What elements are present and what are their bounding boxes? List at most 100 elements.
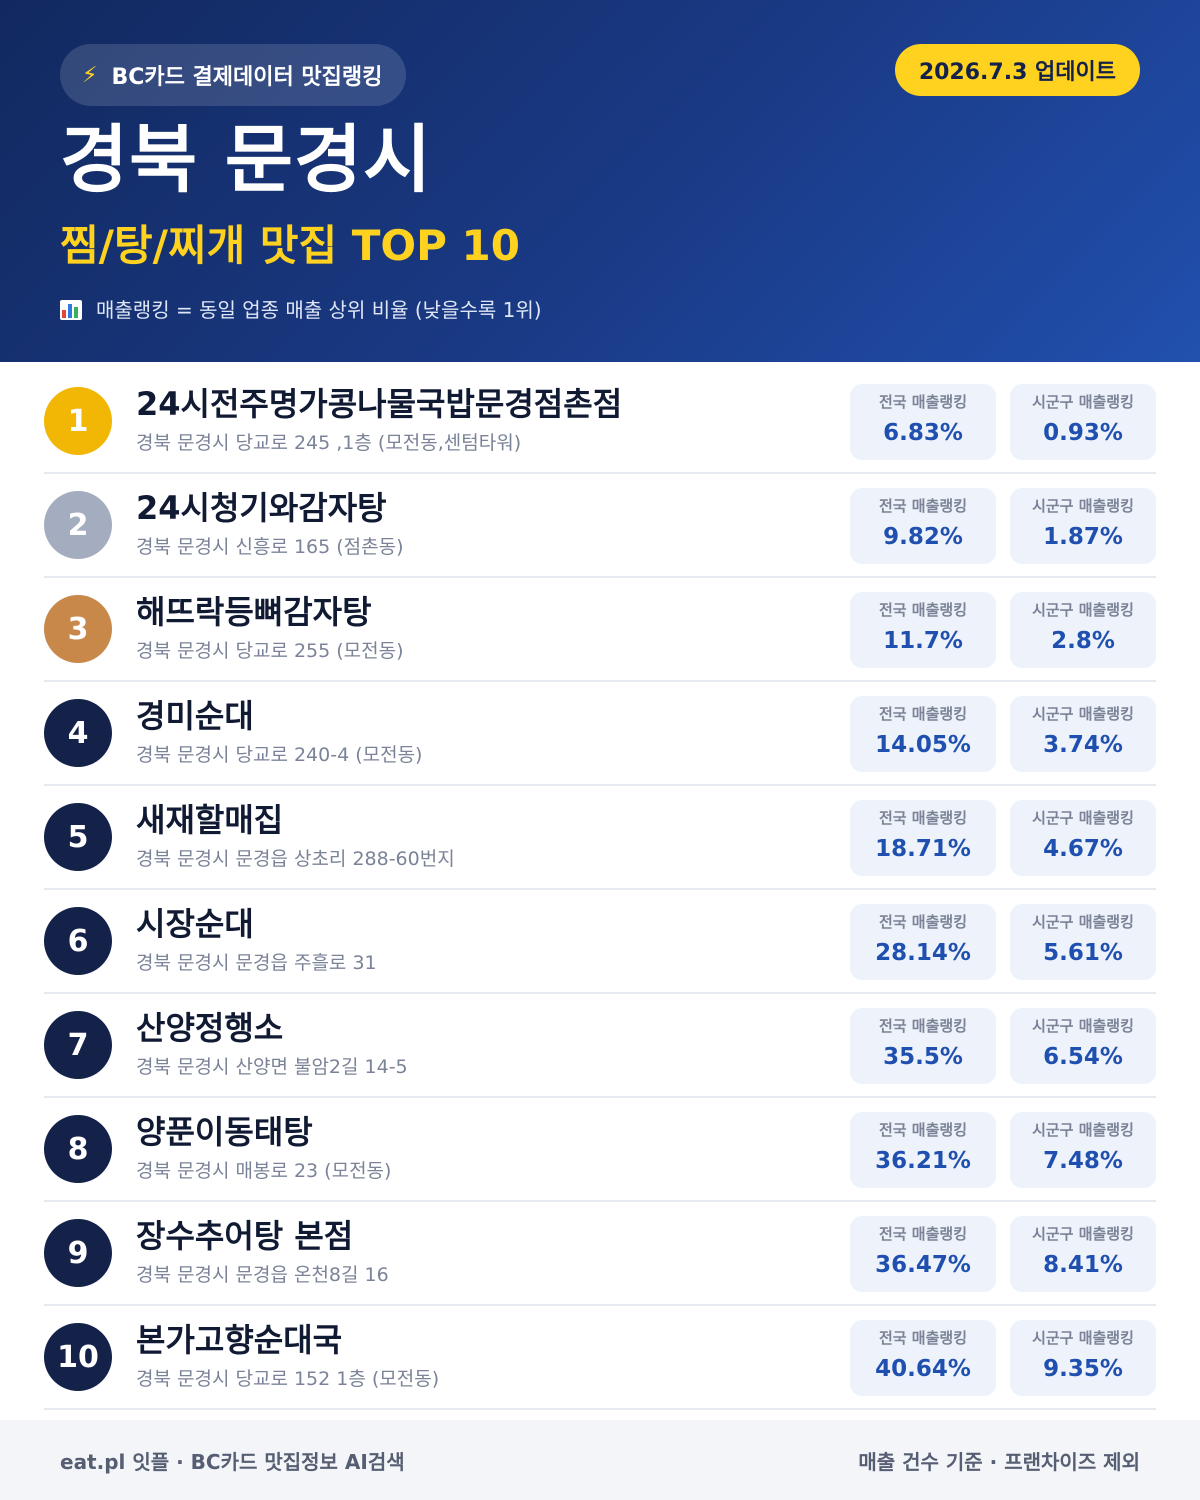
restaurant-name: 시장순대 xyxy=(136,905,254,943)
national-ranking-label: 전국 매출랭킹 xyxy=(878,1329,968,1347)
category-title: 찜/탕/찌개 맛집 TOP 10 xyxy=(60,221,520,270)
national-ranking-value: 14.05% xyxy=(875,732,971,758)
restaurant-address: 경북 문경시 문경읍 온천8길 16 xyxy=(136,1264,389,1286)
restaurant-name: 본가고향순대국 xyxy=(136,1321,343,1359)
district-ranking-box: 시군구 매출랭킹 2.8% xyxy=(1010,592,1156,668)
list-item[interactable]: 10 본가고향순대국 경북 문경시 당교로 152 1층 (모전동) 전국 매출… xyxy=(44,1306,1156,1410)
list-item[interactable]: 5 새재할매집 경북 문경시 문경읍 상초리 288-60번지 전국 매출랭킹 … xyxy=(44,786,1156,890)
list-item[interactable]: 3 해뜨락등뼈감자탕 경북 문경시 당교로 255 (모전동) 전국 매출랭킹 … xyxy=(44,578,1156,682)
restaurant-address: 경북 문경시 산양면 불암2길 14-5 xyxy=(136,1056,408,1078)
restaurant-address: 경북 문경시 문경읍 상초리 288-60번지 xyxy=(136,848,455,870)
national-ranking-box: 전국 매출랭킹 6.83% xyxy=(850,384,996,460)
rank-badge: 9 xyxy=(44,1219,112,1287)
list-item[interactable]: 1 24시전주명가콩나물국밥문경점촌점 경북 문경시 당교로 245 ,1층 (… xyxy=(44,370,1156,474)
restaurant-name: 양푼이동태탕 xyxy=(136,1113,313,1151)
update-badge: 2026.7.3 업데이트 xyxy=(894,44,1140,96)
national-ranking-box: 전국 매출랭킹 14.05% xyxy=(850,696,996,772)
national-ranking-box: 전국 매출랭킹 40.64% xyxy=(850,1320,996,1396)
district-ranking-value: 3.74% xyxy=(1043,732,1123,758)
national-ranking-label: 전국 매출랭킹 xyxy=(878,705,968,723)
list-item[interactable]: 8 양푼이동태탕 경북 문경시 매봉로 23 (모전동) 전국 매출랭킹 36.… xyxy=(44,1098,1156,1202)
national-ranking-box: 전국 매출랭킹 36.21% xyxy=(850,1112,996,1188)
district-ranking-box: 시군구 매출랭킹 3.74% xyxy=(1010,696,1156,772)
district-ranking-value: 7.48% xyxy=(1043,1148,1123,1174)
district-ranking-box: 시군구 매출랭킹 4.67% xyxy=(1010,800,1156,876)
restaurant-address: 경북 문경시 신흥로 165 (점촌동) xyxy=(136,536,404,558)
rank-badge: 8 xyxy=(44,1115,112,1183)
district-ranking-label: 시군구 매출랭킹 xyxy=(1032,913,1134,931)
district-ranking-value: 8.41% xyxy=(1043,1252,1123,1278)
district-ranking-label: 시군구 매출랭킹 xyxy=(1032,705,1134,723)
ranking-note-text: 매출랭킹 = 동일 업종 매출 상위 비율 (낮을수록 1위) xyxy=(96,298,542,322)
district-ranking-label: 시군구 매출랭킹 xyxy=(1032,601,1134,619)
district-ranking-box: 시군구 매출랭킹 7.48% xyxy=(1010,1112,1156,1188)
source-pill: ⚡ BC카드 결제데이터 맛집랭킹 xyxy=(60,44,407,106)
national-ranking-box: 전국 매출랭킹 11.7% xyxy=(850,592,996,668)
restaurant-name: 24시전주명가콩나물국밥문경점촌점 xyxy=(136,385,623,423)
district-ranking-value: 5.61% xyxy=(1043,940,1123,966)
national-ranking-box: 전국 매출랭킹 9.82% xyxy=(850,488,996,564)
district-ranking-label: 시군구 매출랭킹 xyxy=(1032,1121,1134,1139)
ranking-note: 매출랭킹 = 동일 업종 매출 상위 비율 (낮을수록 1위) xyxy=(60,292,542,328)
restaurant-address: 경북 문경시 당교로 152 1층 (모전동) xyxy=(136,1368,440,1390)
national-ranking-value: 11.7% xyxy=(883,628,963,654)
restaurant-address: 경북 문경시 당교로 245 ,1층 (모전동,센텀타워) xyxy=(136,432,522,454)
national-ranking-value: 40.64% xyxy=(875,1356,971,1382)
national-ranking-box: 전국 매출랭킹 28.14% xyxy=(850,904,996,980)
ranking-list: 1 24시전주명가콩나물국밥문경점촌점 경북 문경시 당교로 245 ,1층 (… xyxy=(44,370,1156,1410)
national-ranking-label: 전국 매출랭킹 xyxy=(878,809,968,827)
restaurant-name: 해뜨락등뼈감자탕 xyxy=(136,593,372,631)
source-label: BC카드 결제데이터 맛집랭킹 xyxy=(111,65,383,90)
national-ranking-label: 전국 매출랭킹 xyxy=(878,393,968,411)
list-item[interactable]: 9 장수추어탕 본점 경북 문경시 문경읍 온천8길 16 전국 매출랭킹 36… xyxy=(44,1202,1156,1306)
national-ranking-label: 전국 매출랭킹 xyxy=(878,1017,968,1035)
national-ranking-box: 전국 매출랭킹 35.5% xyxy=(850,1008,996,1084)
bar-chart-icon xyxy=(60,300,82,320)
restaurant-name: 새재할매집 xyxy=(136,801,284,839)
national-ranking-label: 전국 매출랭킹 xyxy=(878,497,968,515)
rank-badge: 4 xyxy=(44,699,112,767)
restaurant-name: 24시청기와감자탕 xyxy=(136,489,387,527)
restaurant-address: 경북 문경시 당교로 240-4 (모전동) xyxy=(136,744,423,766)
lightning-bolt-icon: ⚡ xyxy=(82,62,98,88)
footer-criteria: 매출 건수 기준 · 프랜차이즈 제외 xyxy=(858,1449,1140,1474)
restaurant-name: 산양정행소 xyxy=(136,1009,284,1047)
national-ranking-value: 36.21% xyxy=(875,1148,971,1174)
page-title: 경북 문경시 xyxy=(60,117,433,203)
restaurant-name: 장수추어탕 본점 xyxy=(136,1217,354,1255)
national-ranking-box: 전국 매출랭킹 36.47% xyxy=(850,1216,996,1292)
district-ranking-box: 시군구 매출랭킹 5.61% xyxy=(1010,904,1156,980)
district-ranking-value: 6.54% xyxy=(1043,1044,1123,1070)
restaurant-address: 경북 문경시 문경읍 주흘로 31 xyxy=(136,952,377,974)
rank-badge: 3 xyxy=(44,595,112,663)
rank-badge: 1 xyxy=(44,387,112,455)
list-item[interactable]: 7 산양정행소 경북 문경시 산양면 불암2길 14-5 전국 매출랭킹 35.… xyxy=(44,994,1156,1098)
district-ranking-value: 9.35% xyxy=(1043,1356,1123,1382)
district-ranking-box: 시군구 매출랭킹 0.93% xyxy=(1010,384,1156,460)
district-ranking-label: 시군구 매출랭킹 xyxy=(1032,1017,1134,1035)
restaurant-name: 경미순대 xyxy=(136,697,254,735)
list-item[interactable]: 2 24시청기와감자탕 경북 문경시 신흥로 165 (점촌동) 전국 매출랭킹… xyxy=(44,474,1156,578)
district-ranking-label: 시군구 매출랭킹 xyxy=(1032,1329,1134,1347)
footer-source: eat.pl 잇플 · BC카드 맛집정보 AI검색 xyxy=(60,1449,405,1474)
district-ranking-label: 시군구 매출랭킹 xyxy=(1032,497,1134,515)
list-item[interactable]: 6 시장순대 경북 문경시 문경읍 주흘로 31 전국 매출랭킹 28.14% … xyxy=(44,890,1156,994)
district-ranking-box: 시군구 매출랭킹 8.41% xyxy=(1010,1216,1156,1292)
district-ranking-box: 시군구 매출랭킹 6.54% xyxy=(1010,1008,1156,1084)
rank-badge: 6 xyxy=(44,907,112,975)
district-ranking-value: 0.93% xyxy=(1043,420,1123,446)
restaurant-address: 경북 문경시 당교로 255 (모전동) xyxy=(136,640,404,662)
district-ranking-value: 2.8% xyxy=(1051,628,1115,654)
list-item[interactable]: 4 경미순대 경북 문경시 당교로 240-4 (모전동) 전국 매출랭킹 14… xyxy=(44,682,1156,786)
national-ranking-value: 35.5% xyxy=(883,1044,963,1070)
rank-badge: 10 xyxy=(44,1323,112,1391)
national-ranking-box: 전국 매출랭킹 18.71% xyxy=(850,800,996,876)
rank-badge: 5 xyxy=(44,803,112,871)
rank-badge: 2 xyxy=(44,491,112,559)
header-banner: ⚡ BC카드 결제데이터 맛집랭킹 2026.7.3 업데이트 경북 문경시 찜… xyxy=(0,0,1200,362)
district-ranking-box: 시군구 매출랭킹 9.35% xyxy=(1010,1320,1156,1396)
restaurant-address: 경북 문경시 매봉로 23 (모전동) xyxy=(136,1160,392,1182)
district-ranking-label: 시군구 매출랭킹 xyxy=(1032,809,1134,827)
national-ranking-label: 전국 매출랭킹 xyxy=(878,601,968,619)
national-ranking-value: 18.71% xyxy=(875,836,971,862)
